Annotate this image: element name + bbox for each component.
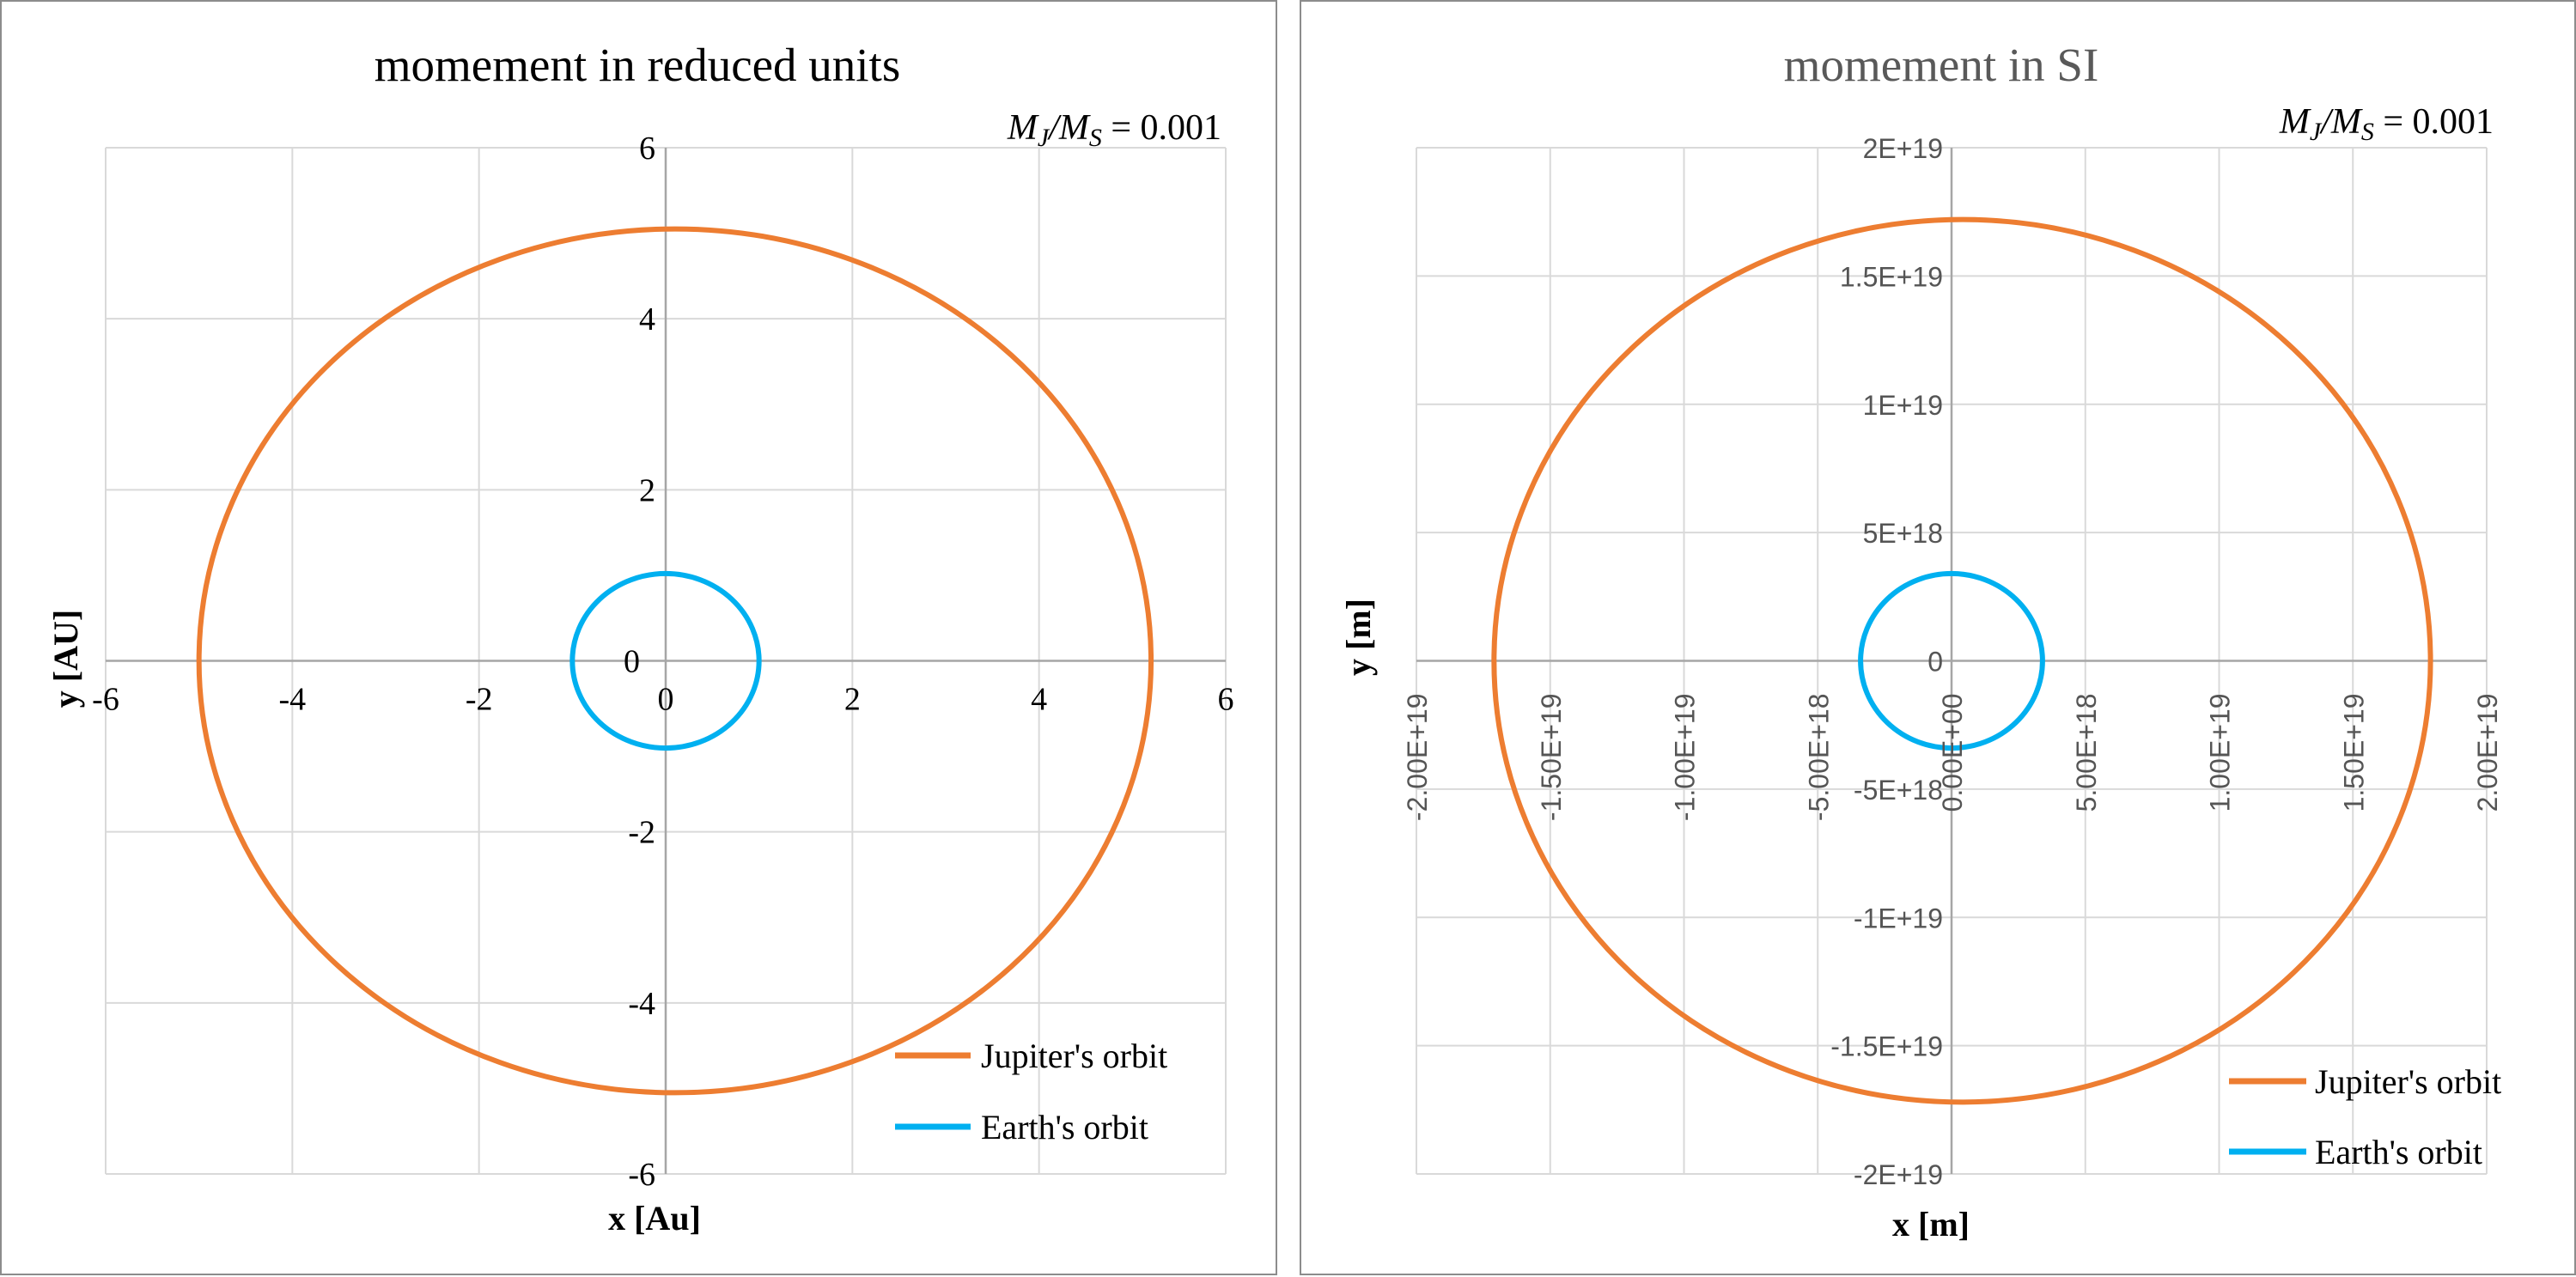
ratio-denominator: M	[2330, 102, 2363, 142]
x-tick-label: -1.00E+19	[1670, 694, 1701, 822]
x-tick-label: 0	[658, 682, 674, 718]
y-tick-label: 4	[639, 301, 655, 337]
legend-label-earth: Earth's orbit	[981, 1108, 1148, 1146]
y-tick-label: 2E+19	[1863, 133, 1943, 164]
x-tick-labels: -6 -4 -2 0 2 4 6	[92, 682, 1233, 718]
ratio-denominator-sub: S	[1089, 124, 1102, 152]
y-tick-label: -2E+19	[1854, 1159, 1943, 1190]
x-tick-label: 1.50E+19	[2338, 694, 2369, 812]
y-tick-label: 0	[1927, 647, 1943, 678]
x-tick-label: -5.00E+18	[1803, 694, 1834, 822]
y-tick-labels: -6 -4 -2 0 2 4 6	[624, 131, 655, 1193]
y-tick-label: 1E+19	[1863, 390, 1943, 421]
ratio-numerator-sub: J	[1038, 124, 1050, 152]
chart-title: momement in SI	[1784, 39, 2099, 91]
x-tick-label: 2.00E+19	[2472, 694, 2503, 812]
x-axis-label: x [m]	[1892, 1205, 1970, 1244]
x-axis-label: x [Au]	[608, 1199, 701, 1237]
y-tick-label: 6	[639, 131, 655, 167]
ratio-slash: /	[1047, 108, 1062, 148]
x-tick-labels: -2.00E+19 -1.50E+19 -1.00E+19 -5.00E+18 0.00…	[1402, 694, 2503, 822]
ratio-denominator: M	[1058, 108, 1091, 148]
mass-ratio-annotation: MJ/MS = 0.001	[1007, 108, 1221, 152]
x-tick-label: 4	[1031, 682, 1047, 718]
y-tick-label: -1.5E+19	[1830, 1031, 1943, 1062]
y-axis-label: y [m]	[1339, 599, 1378, 676]
x-tick-label: 6	[1218, 682, 1234, 718]
x-tick-label: -2	[466, 682, 493, 718]
x-tick-label: -6	[92, 682, 119, 718]
x-tick-label: 1.00E+19	[2205, 694, 2236, 812]
y-tick-label: -1E+19	[1854, 903, 1943, 933]
x-tick-label: 5.00E+18	[2071, 694, 2102, 812]
jupiter-orbit-line	[1491, 216, 2433, 1105]
y-tick-label: -4	[628, 986, 655, 1022]
ratio-numerator: M	[1007, 108, 1039, 148]
chart-si: momement in SI MJ/MS = 0.001 -2.00E+19 -1…	[1339, 39, 2503, 1244]
ratio-numerator: M	[2279, 102, 2311, 142]
earth-orbit-line	[569, 570, 762, 751]
x-tick-label: -2.00E+19	[1402, 694, 1433, 822]
legend-label-earth: Earth's orbit	[2315, 1133, 2482, 1171]
y-tick-label: 1.5E+19	[1840, 261, 1943, 292]
ratio-slash: /	[2319, 102, 2334, 142]
legend-label-jupiter: Jupiter's orbit	[2315, 1062, 2501, 1101]
chart-panel-si: momement in SI MJ/MS = 0.001 -2.00E+19 -1…	[1300, 0, 2576, 1275]
earth-orbit-line	[1858, 570, 2045, 751]
jupiter-orbit-line	[196, 226, 1154, 1096]
series	[1491, 216, 2433, 1105]
legend-label-jupiter: Jupiter's orbit	[981, 1037, 1167, 1075]
y-axis-label: y [AU]	[46, 610, 85, 708]
ratio-denominator-sub: S	[2361, 118, 2374, 146]
y-tick-label: 0	[624, 644, 640, 680]
y-tick-label: -2	[628, 815, 655, 851]
ratio-value: = 0.001	[1102, 108, 1221, 148]
legend: Jupiter's orbit Earth's orbit	[895, 1037, 1167, 1146]
ratio-numerator-sub: J	[2310, 118, 2323, 146]
chart-title: momement in reduced units	[375, 39, 901, 91]
mass-ratio-annotation: MJ/MS = 0.001	[2279, 102, 2494, 146]
series	[196, 226, 1154, 1096]
x-tick-label: -4	[279, 682, 307, 718]
chart-reduced-units: momement in reduced units MJ/MS = 0.001 …	[46, 39, 1234, 1237]
ratio-value: = 0.001	[2374, 102, 2494, 142]
x-tick-label: 2	[844, 682, 861, 718]
y-tick-labels: -2E+19 -1.5E+19 -1E+19 -5E+18 0 5E+18 1E+19 1.5…	[1830, 133, 1943, 1190]
axes	[106, 148, 1226, 1174]
x-tick-label: 0.00E+00	[1937, 694, 1968, 812]
y-tick-label: -5E+18	[1854, 775, 1943, 806]
y-tick-label: -6	[628, 1157, 655, 1193]
legend: Jupiter's orbit Earth's orbit	[2229, 1062, 2501, 1171]
x-tick-label: -1.50E+19	[1536, 694, 1567, 822]
y-tick-label: 2	[639, 472, 655, 508]
y-tick-label: 5E+18	[1863, 518, 1943, 549]
chart-panel-reduced-units: momement in reduced units MJ/MS = 0.001 …	[0, 0, 1277, 1275]
axes	[1416, 148, 2487, 1174]
